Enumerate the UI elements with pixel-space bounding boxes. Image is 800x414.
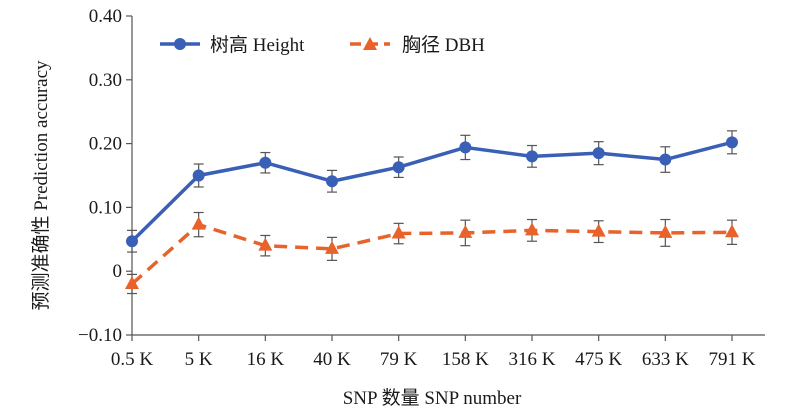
x-tick-label: 40 K <box>313 349 351 370</box>
y-tick-label: 0.20 <box>89 134 122 155</box>
data-point <box>592 147 605 160</box>
x-tick-label: 475 K <box>575 349 622 370</box>
data-point <box>459 141 472 154</box>
series-line <box>130 222 733 286</box>
y-tick-label: −0.10 <box>78 325 122 346</box>
data-point <box>259 156 272 169</box>
data-point <box>325 240 339 254</box>
data-point <box>591 223 606 237</box>
y-tick-label: 0.10 <box>89 197 122 218</box>
data-point <box>526 150 538 163</box>
x-tick-label: 0.5 K <box>111 349 154 370</box>
x-tick-label: 79 K <box>380 349 418 370</box>
series-height <box>126 130 738 253</box>
data-point <box>192 169 205 182</box>
data-point <box>392 161 405 174</box>
y-tick-label: 0.40 <box>89 6 122 27</box>
x-tick-label: 158 K <box>442 349 489 370</box>
data-point <box>458 224 473 238</box>
series-line <box>130 140 733 243</box>
x-axis-title: SNP 数量 SNP number <box>343 387 522 409</box>
x-tick-label: 316 K <box>509 349 556 370</box>
data-point <box>326 175 338 188</box>
x-tick-label: 5 K <box>185 349 213 370</box>
legend-marker-dbh <box>363 37 377 50</box>
data-point <box>659 153 672 166</box>
data-point <box>525 222 539 236</box>
data-point <box>391 225 406 239</box>
legend-label-dbh: 胸径 DBH <box>402 34 485 56</box>
legend-label-height: 树高 Height <box>210 34 305 56</box>
data-point <box>658 224 673 238</box>
x-tick-label: 791 K <box>709 349 756 370</box>
data-point <box>126 235 138 248</box>
axes: −0.10 0 0.10 0.20 0.30 0.40 0.5 K 5 K 16 K 40 K 79… <box>78 6 765 370</box>
legend-marker-height <box>174 38 186 50</box>
data-point <box>726 136 738 149</box>
y-tick-label: 0 <box>113 261 123 282</box>
legend: 树高 Height 胸径 DBH <box>160 34 485 56</box>
data-point <box>725 224 739 238</box>
y-tick-label: 0.30 <box>89 70 122 91</box>
plot-marks <box>125 130 739 295</box>
y-axis-title: 预测准确性 Prediction accuracy <box>30 60 52 311</box>
data-point <box>191 216 206 230</box>
data-point <box>258 237 273 251</box>
x-tick-label: 633 K <box>642 349 689 370</box>
data-point <box>125 275 139 289</box>
series-dbh <box>125 211 739 295</box>
x-tick-label: 16 K <box>247 349 285 370</box>
